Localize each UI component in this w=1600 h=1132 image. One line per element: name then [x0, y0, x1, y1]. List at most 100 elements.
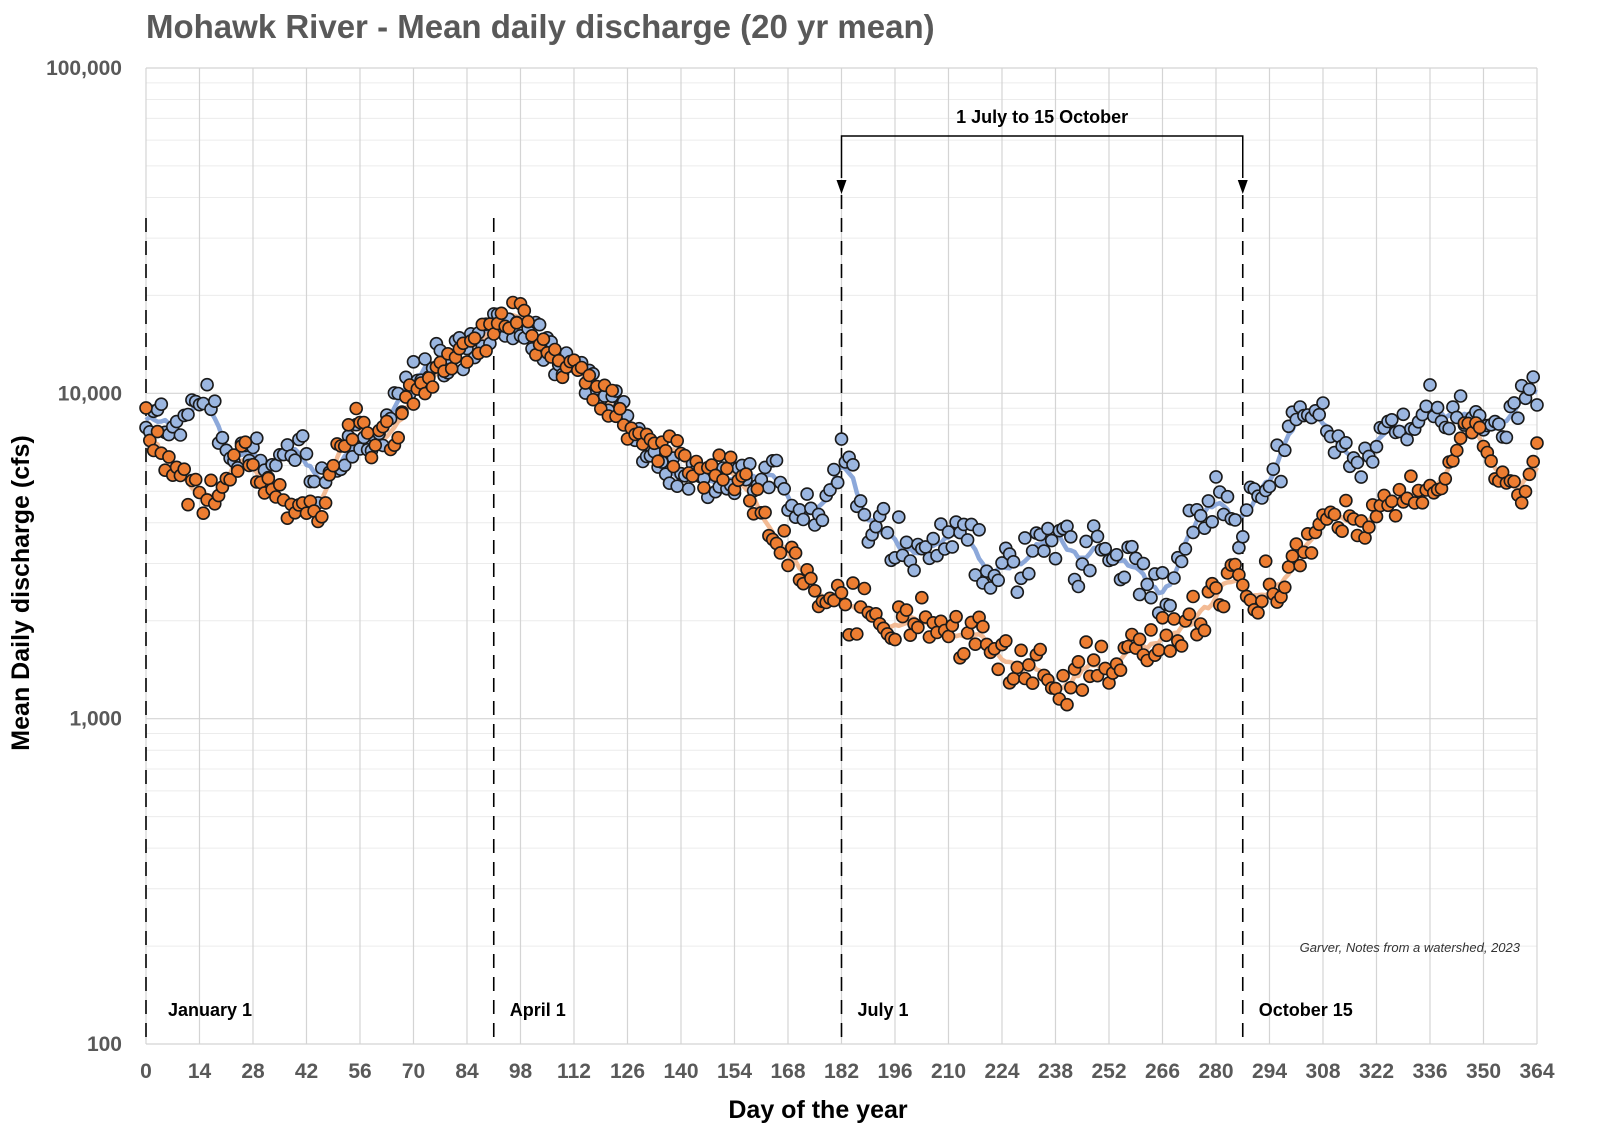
orange-data-point: [1453, 431, 1468, 446]
blue-data-point: [1090, 529, 1105, 544]
orange-data-point: [586, 392, 600, 407]
blue-data-point: [1354, 470, 1368, 484]
orange-data-point: [326, 458, 341, 473]
orange-data-point: [1197, 623, 1212, 638]
blue-data-point: [1010, 585, 1025, 600]
blue-data-point: [1220, 489, 1235, 504]
blue-data-point: [1132, 587, 1147, 602]
period-bracket: 1 July to 15 October: [836, 107, 1248, 194]
date-marker-label: April 1: [510, 1000, 566, 1020]
orange-data-point: [834, 585, 849, 600]
blue-data-point: [899, 535, 914, 550]
orange-data-point: [956, 646, 971, 661]
blue-data-point: [830, 475, 845, 490]
orange-data-point: [666, 459, 681, 474]
blue-data-point: [1350, 455, 1365, 470]
x-tick-label: 84: [455, 1060, 479, 1083]
blue-data-point: [173, 428, 188, 442]
orange-data-point: [1010, 660, 1025, 675]
orange-data-point: [651, 454, 665, 469]
blue-data-point: [1022, 566, 1036, 581]
orange-data-point: [1209, 581, 1223, 595]
x-tick-label: 42: [295, 1060, 318, 1083]
blue-data-point: [796, 512, 811, 527]
blue-data-point: [215, 430, 230, 445]
orange-data-point: [914, 590, 929, 605]
x-tick-label: 126: [610, 1060, 645, 1083]
orange-data-point: [1236, 578, 1250, 592]
orange-data-point: [720, 461, 734, 476]
x-tick-label: 140: [663, 1060, 698, 1083]
orange-data-point: [341, 417, 356, 432]
orange-data-point: [467, 331, 482, 346]
x-tick-label: 350: [1466, 1060, 1501, 1083]
x-tick-label: 70: [402, 1060, 425, 1083]
blue-data-point: [532, 317, 547, 332]
orange-data-point: [1174, 639, 1189, 653]
blue-data-point: [154, 397, 169, 412]
orange-data-point: [318, 496, 333, 510]
orange-data-point: [1025, 676, 1040, 691]
orange-data-point: [521, 314, 535, 329]
orange-data-point: [1251, 605, 1265, 620]
orange-data-point: [773, 546, 788, 560]
orange-data-point: [1438, 471, 1453, 486]
orange-data-point: [758, 505, 772, 520]
orange-data-point: [1056, 668, 1070, 683]
blue-data-point: [208, 394, 222, 409]
y-tick-label: 100,000: [46, 57, 122, 80]
bracket-arrowhead: [836, 180, 847, 194]
orange-data-point: [1132, 632, 1147, 647]
blue-data-point: [1492, 417, 1506, 431]
x-tick-label: 336: [1412, 1060, 1447, 1083]
x-tick-label: 322: [1359, 1060, 1394, 1083]
orange-data-point: [368, 438, 383, 453]
orange-data-point: [509, 315, 524, 330]
orange-data-point: [968, 637, 983, 652]
orange-data-point: [1113, 663, 1128, 678]
blue-data-point: [1511, 411, 1525, 426]
orange-data-point: [1064, 680, 1078, 695]
orange-data-point: [1404, 469, 1418, 484]
orange-data-point: [1144, 623, 1158, 637]
blue-data-point: [1163, 598, 1177, 613]
date-marker-labels: January 1 April 1 July 1 October 15: [168, 1000, 1353, 1020]
orange-data-point: [941, 629, 956, 644]
orange-data-point: [742, 493, 757, 508]
blue-data-point: [857, 507, 872, 522]
blue-data-point: [406, 354, 421, 369]
blue-data-point: [1262, 479, 1277, 494]
orange-data-point: [181, 497, 195, 512]
blue-data-point: [815, 513, 830, 528]
blue-data-point: [827, 462, 841, 477]
orange-data-point: [849, 627, 864, 641]
orange-data-point: [1094, 639, 1109, 654]
blue-data-point: [1369, 439, 1384, 454]
orange-data-point: [949, 609, 963, 624]
x-tick-label: 196: [877, 1060, 912, 1083]
x-tick-label: 252: [1091, 1060, 1126, 1083]
orange-data-point: [1450, 443, 1464, 458]
orange-data-point: [1258, 554, 1273, 569]
orange-data-point: [888, 632, 902, 647]
orange-data-point: [188, 472, 203, 487]
orange-data-point: [1522, 467, 1537, 482]
orange-data-point: [739, 467, 753, 481]
orange-data-point: [1304, 546, 1319, 560]
orange-data-point: [1163, 644, 1177, 658]
blue-data-point: [1209, 470, 1223, 484]
y-axis-title: Mean Daily discharge (cfs): [7, 435, 35, 750]
blue-data-point: [181, 407, 195, 422]
blue-data-point: [1155, 565, 1170, 580]
orange-data-point: [991, 662, 1006, 677]
orange-data-point: [204, 473, 218, 488]
orange-data-point: [658, 443, 673, 458]
blue-data-point: [1125, 539, 1139, 554]
orange-data-point: [1167, 612, 1181, 626]
blue-data-point: [1174, 554, 1189, 569]
x-tick-label: 280: [1198, 1060, 1233, 1083]
blue-data-point: [1098, 541, 1112, 556]
x-tick-label: 210: [931, 1060, 966, 1083]
x-tick-label: 28: [241, 1060, 265, 1083]
orange-data-point: [1388, 508, 1403, 523]
